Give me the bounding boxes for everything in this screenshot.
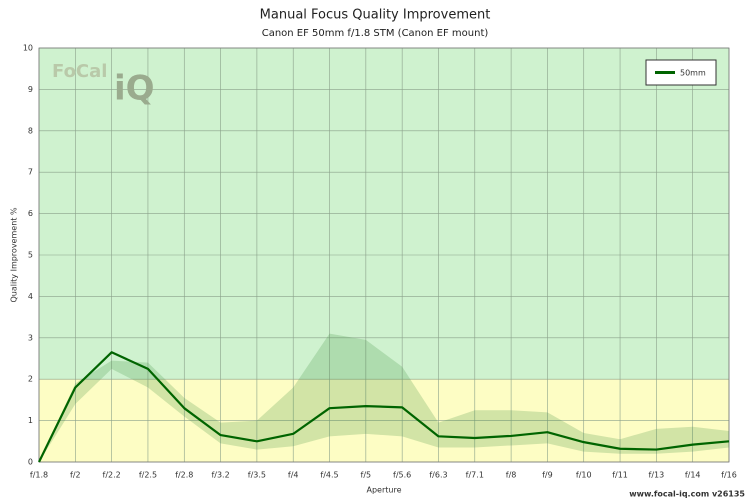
y-tick-label: 10 <box>23 44 33 53</box>
x-tick-label: f/5 <box>361 471 372 480</box>
chart-subtitle: Canon EF 50mm f/1.8 STM (Canon EF mount) <box>262 28 489 39</box>
x-tick-label: f/16 <box>721 471 737 480</box>
y-tick-label: 7 <box>28 168 33 177</box>
x-tick-label: f/4 <box>288 471 299 480</box>
x-tick-label: f/2.5 <box>139 471 157 480</box>
plot-frame <box>38 47 730 463</box>
x-tick-label: f/2 <box>70 471 81 480</box>
x-tick-label: f/7.1 <box>466 471 484 480</box>
x-axis-label: Aperture <box>366 486 401 495</box>
x-tick-label: f/2.2 <box>103 471 121 480</box>
x-tick-label: f/8 <box>506 471 517 480</box>
x-tick-label: f/2.8 <box>175 471 193 480</box>
x-tick-label: f/10 <box>576 471 592 480</box>
x-tick-label: f/3.5 <box>248 471 266 480</box>
x-tick-label: f/13 <box>649 471 665 480</box>
legend-label: 50mm <box>680 69 706 78</box>
x-tick-label: f/1.8 <box>30 471 48 480</box>
x-tick-label: f/3.2 <box>211 471 229 480</box>
y-tick-label: 1 <box>28 416 33 425</box>
x-tick-label: f/4.5 <box>320 471 338 480</box>
x-tick-label: f/9 <box>542 471 553 480</box>
y-tick-label: 9 <box>28 85 33 94</box>
chart-title: Manual Focus Quality Improvement <box>260 8 491 23</box>
range-band <box>39 333 729 462</box>
x-tick-label: f/14 <box>685 471 701 480</box>
logo: iQ <box>114 69 155 109</box>
x-tick-label: f/11 <box>612 471 628 480</box>
y-tick-label: 6 <box>28 209 33 218</box>
series-line <box>38 351 730 463</box>
y-axis-label: Quality Improvement % <box>10 207 19 302</box>
y-tick-label: 8 <box>28 126 33 135</box>
y-tick-label: 3 <box>28 333 33 342</box>
y-tick-label: 2 <box>28 375 33 384</box>
y-tick-label: 0 <box>28 458 33 467</box>
logo: FoCal <box>52 61 107 82</box>
y-tick-label: 4 <box>28 292 33 301</box>
y-tick-label: 5 <box>28 251 33 260</box>
x-tick-label: f/5.6 <box>393 471 411 480</box>
footer: www.focal-iq.com v26135 <box>629 490 745 499</box>
x-tick-label: f/6.3 <box>429 471 447 480</box>
